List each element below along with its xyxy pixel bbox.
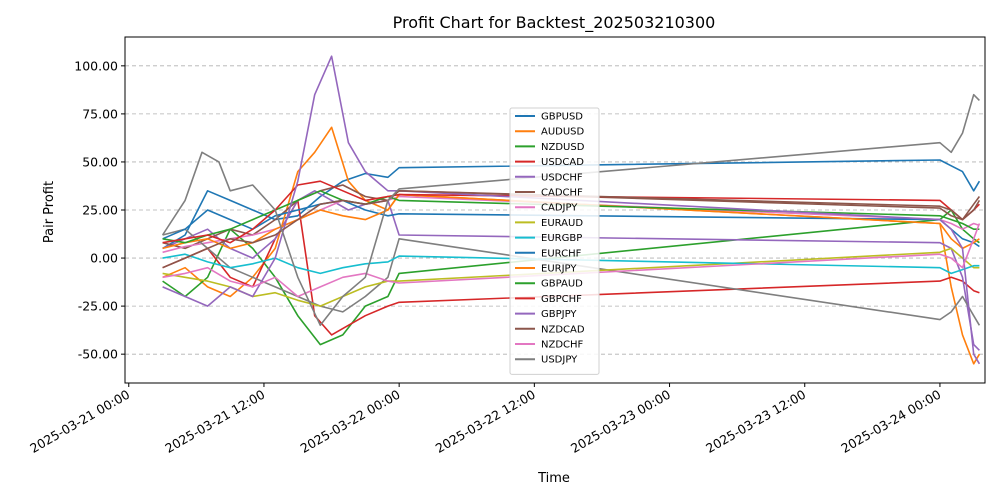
series-line-cadchf-5 [162, 184, 981, 250]
legend-label: EURGBP [541, 233, 582, 244]
legend-label: CADJPY [541, 203, 578, 214]
legend-label: GBPUSD [541, 112, 583, 123]
y-tick-label: 0.00 [90, 251, 118, 266]
series-line-gbpjpy-14 [162, 55, 981, 365]
legend-label: CADCHF [541, 188, 583, 199]
series-lines [161, 55, 981, 365]
y-tick-label: 50.00 [82, 154, 118, 169]
x-tick-label: 2025-03-23 00:00 [568, 387, 673, 456]
legend-label: EURCHF [541, 248, 582, 259]
legend-label: NZDCHF [541, 340, 584, 351]
y-tick-label: 25.00 [82, 203, 118, 218]
x-tick-label: 2025-03-24 00:00 [838, 387, 943, 456]
x-tick-label: 2025-03-22 00:00 [298, 387, 403, 456]
legend-label: USDCAD [541, 157, 584, 168]
y-tick-label: -25.00 [78, 299, 118, 314]
series-line-nzdchf-16 [162, 223, 981, 298]
chart-title: Profit Chart for Backtest_202503210300 [393, 13, 716, 33]
x-tick-label: 2025-03-21 00:00 [27, 387, 132, 456]
series-line-eurchf-9 [162, 253, 980, 275]
series-line-usdcad-3 [162, 199, 980, 336]
series-line-usdjpy-17 [161, 93, 980, 327]
legend-label: EURAUD [541, 218, 583, 229]
y-tick-label: 75.00 [82, 106, 118, 121]
legend-label: USDJPY [541, 355, 578, 366]
legend-box [509, 107, 600, 375]
series-line-eurjpy-11 [162, 193, 980, 250]
legend-label: EURJPY [541, 264, 577, 275]
y-tick-label: 100.00 [74, 58, 118, 73]
legend-label: NZDCAD [541, 324, 585, 335]
series-line-euraud-7 [162, 228, 981, 326]
series-line-audusd-1 [162, 126, 981, 365]
legend-label: GBPCHF [541, 294, 582, 305]
legend-label: GBPJPY [541, 309, 577, 320]
y-tick-label: -50.00 [78, 347, 118, 362]
series-line-nzdcad-15 [162, 190, 981, 269]
legend: GBPUSD AUDUSD NZDUSD USDCAD USDCHF CADCHF CADJ… [509, 107, 600, 375]
x-tick-label: 2025-03-22 12:00 [433, 387, 538, 456]
series-line-usdchf-4 [162, 190, 980, 351]
x-tick-label: 2025-03-21 12:00 [162, 387, 267, 456]
x-axis-title: Time [537, 471, 570, 486]
legend-label: GBPAUD [541, 279, 583, 290]
legend-label: NZDUSD [541, 142, 585, 153]
y-axis-title: Pair Profit [42, 181, 57, 243]
legend-label: USDCHF [541, 172, 583, 183]
legend-label: AUDUSD [541, 127, 585, 138]
series-line-gbpusd-0 [162, 159, 981, 250]
x-tick-label: 2025-03-23 12:00 [703, 387, 808, 456]
